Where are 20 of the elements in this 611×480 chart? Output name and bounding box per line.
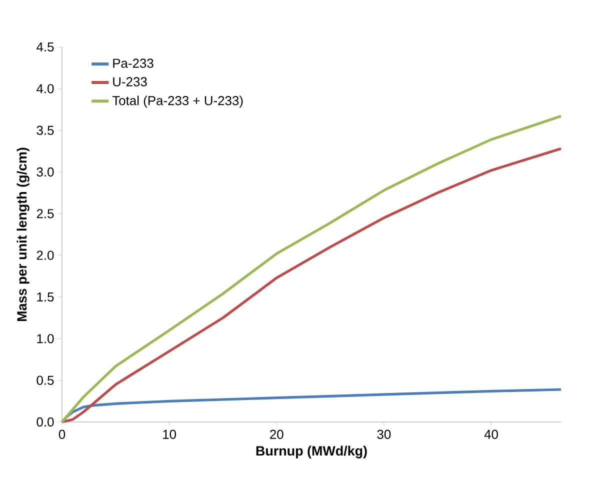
x-tick-label: 20 <box>270 430 284 439</box>
y-tick-label: 0.0 <box>36 417 54 427</box>
y-axis-title: Mass per unit length (g/cm) <box>16 148 30 322</box>
y-tick-label: 3.5 <box>36 126 54 135</box>
y-tick-label: 1.0 <box>37 334 54 344</box>
y-tick-label: 2.0 <box>36 250 54 260</box>
x-tick-label: 10 <box>163 430 176 439</box>
y-tick-label: 4.5 <box>36 42 54 52</box>
x-tick-label: 30 <box>377 430 391 439</box>
y-tick-label: 0.5 <box>36 376 54 385</box>
y-tick-label: 4.0 <box>36 84 54 94</box>
x-tick-label: 0 <box>58 430 66 439</box>
legend-label: Total (Pa-233 + U-233) <box>112 96 243 108</box>
legend-label: U-233 <box>113 77 147 86</box>
y-tick-label: 2.5 <box>36 209 54 218</box>
legend-label: Pa-233 <box>113 58 154 68</box>
x-tick-label: 40 <box>484 430 498 439</box>
y-tick-label: 1.5 <box>37 292 54 302</box>
y-tick-label: 3.0 <box>36 167 54 177</box>
x-axis-title: Burnup (MWd/kg) <box>256 446 367 458</box>
